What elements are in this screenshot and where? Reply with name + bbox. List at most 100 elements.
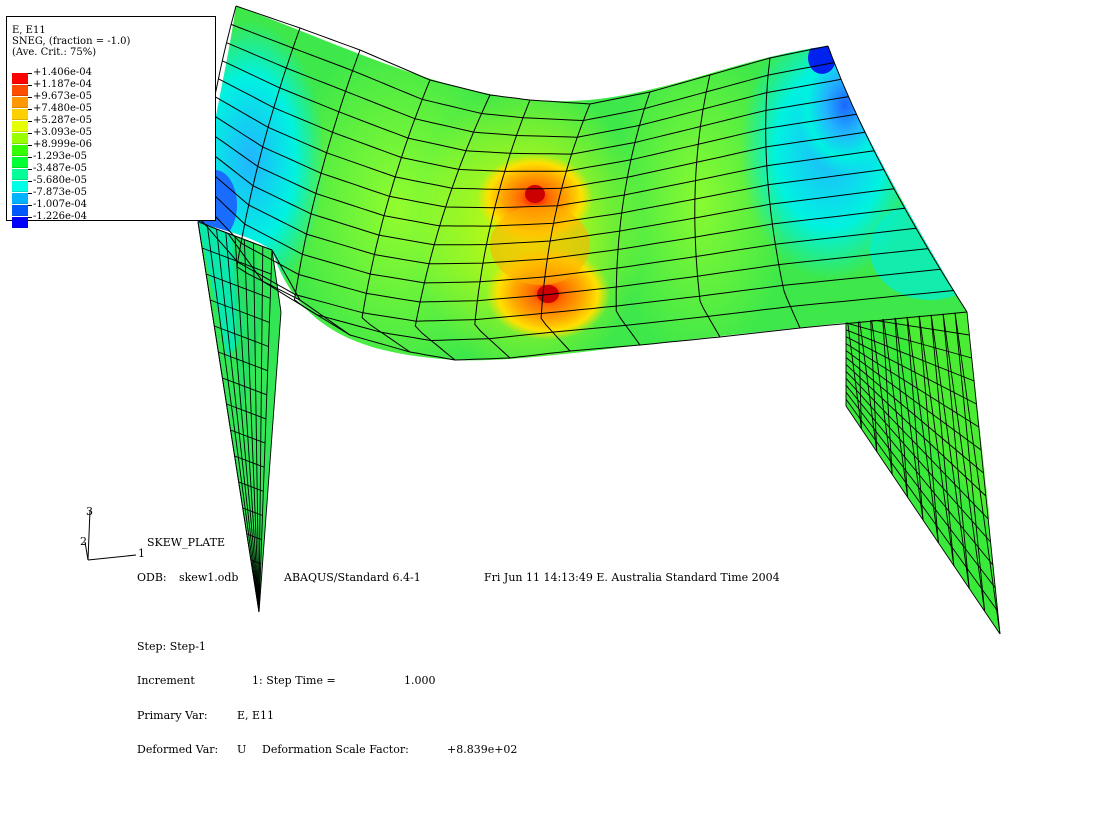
scale-factor-value: +8.839e+02 <box>447 743 518 756</box>
legend-panel: E, E11 SNEG, (fraction = -1.0) (Ave. Crit.… <box>6 16 216 228</box>
mesh-line <box>230 429 266 444</box>
legend-tick <box>28 157 32 158</box>
mesh-line <box>258 246 264 613</box>
mesh-line <box>942 311 986 612</box>
legend-value-label: -3.487e-05 <box>33 163 88 174</box>
mesh-line <box>845 329 975 382</box>
mesh-line <box>216 228 260 613</box>
mesh-line <box>214 325 269 347</box>
legend-swatch <box>12 73 28 84</box>
mesh-line <box>293 49 361 336</box>
model-name: SKEW_PLATE <box>147 536 226 549</box>
step-time-value: 1.000 <box>404 674 436 687</box>
legend-tick <box>28 193 32 194</box>
mesh-line <box>254 585 261 589</box>
mesh-line <box>250 559 261 565</box>
legend-value-label: +9.673e-05 <box>33 91 93 102</box>
legend-title: E, E11 SNEG, (fraction = -1.0) (Ave. Crit.… <box>12 25 130 58</box>
viewport-info-block: SKEW_PLATE ODB: skew1.odb ABAQUS/Standar… <box>137 514 780 779</box>
mesh-line <box>845 378 991 543</box>
increment-value: 1: Step Time = <box>252 674 336 687</box>
mesh-line <box>918 310 955 566</box>
triad-axes-icon <box>84 509 137 561</box>
mesh-line <box>930 311 970 589</box>
axis-triad: 1 2 3 <box>70 500 150 570</box>
mesh-line <box>765 57 801 329</box>
legend-tick <box>28 181 32 182</box>
mesh-line <box>361 79 431 353</box>
legend-swatch <box>12 181 28 192</box>
mesh-line <box>869 309 893 475</box>
mesh-line <box>954 311 1001 635</box>
mesh-line <box>893 310 924 521</box>
mesh-line <box>845 308 862 429</box>
odb-file: skew1.odb <box>179 570 239 584</box>
mesh-line <box>246 533 262 541</box>
legend-swatch <box>12 169 28 180</box>
mesh-line <box>242 507 263 516</box>
legend-tick <box>28 217 32 218</box>
primary-var-label: Primary Var: <box>137 708 208 722</box>
legend-value-label: -1.007e-04 <box>33 199 88 210</box>
legend-tick <box>28 73 32 74</box>
mesh-line <box>243 239 260 613</box>
legend-value-label: +3.093e-05 <box>33 127 93 138</box>
legend-swatch <box>12 133 28 144</box>
deformed-model-plot[interactable] <box>0 0 1112 637</box>
mesh-line <box>218 351 268 372</box>
mesh-line <box>236 27 301 301</box>
legend-tick <box>28 169 32 170</box>
mesh-line <box>205 273 271 299</box>
mesh-line <box>881 309 909 498</box>
mesh-line <box>845 350 982 451</box>
mesh-line <box>845 322 972 359</box>
triad-axis-3-label: 3 <box>86 505 93 518</box>
legend-value-label: +8.999e-06 <box>33 139 93 150</box>
legend-swatch <box>12 121 28 132</box>
mesh-line <box>827 45 968 313</box>
deformed-var-value: U <box>237 743 247 756</box>
mesh-line <box>206 225 260 613</box>
scale-factor-label: Deformation Scale Factor: <box>262 743 409 756</box>
mesh-line <box>238 481 264 492</box>
legend-swatch <box>12 97 28 108</box>
legend-swatch <box>12 85 28 96</box>
solver-version: ABAQUS/Standard 6.4-1 <box>284 570 421 584</box>
mesh-line <box>857 309 878 452</box>
mesh-line <box>414 94 491 361</box>
mesh-line <box>615 91 651 346</box>
legend-tick <box>28 121 32 122</box>
legend-value-label: -7.873e-05 <box>33 187 88 198</box>
mesh-line <box>234 455 265 468</box>
viewport[interactable]: E, E11 SNEG, (fraction = -1.0) (Ave. Crit.… <box>0 0 1112 755</box>
deformed-var-label: Deformed Var: <box>137 743 219 756</box>
mesh-line <box>845 364 987 497</box>
odb-label: ODB: <box>137 570 167 584</box>
legend-value-label: -1.293e-05 <box>33 151 88 162</box>
legend-value-label: +1.406e-04 <box>33 67 93 78</box>
legend-value-label: +1.187e-04 <box>33 79 93 90</box>
mesh-line <box>845 384 994 566</box>
right-side-wall <box>845 308 1001 635</box>
mesh-line <box>253 242 260 613</box>
mesh-line <box>540 103 591 352</box>
step-label: Step: Step-1 <box>137 639 206 653</box>
legend-color-bar <box>12 73 32 229</box>
mesh-line <box>845 398 998 612</box>
triad-axis-1-label: 1 <box>138 547 145 560</box>
mesh-line <box>474 99 531 359</box>
legend-swatch <box>12 157 28 168</box>
legend-tick <box>28 205 32 206</box>
mesh-line <box>906 310 939 543</box>
legend-tick <box>28 109 32 110</box>
mesh-line <box>210 299 270 323</box>
legend-swatch <box>12 145 28 156</box>
mesh-line <box>226 403 267 420</box>
legend-value-label: -1.226e-04 <box>33 211 88 222</box>
mesh-line <box>258 249 273 613</box>
mesh-line <box>225 232 260 613</box>
primary-var-value: E, E11 <box>237 708 275 722</box>
legend-swatch <box>12 193 28 204</box>
mesh-line <box>845 357 984 474</box>
mesh-line <box>845 336 977 405</box>
